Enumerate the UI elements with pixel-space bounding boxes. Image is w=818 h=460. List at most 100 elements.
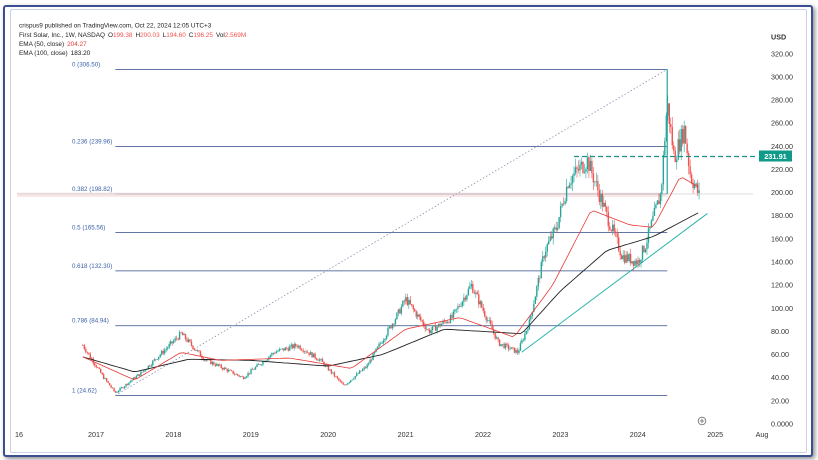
candle-body [272, 352, 275, 354]
candle-body [556, 227, 559, 230]
candle-body [489, 320, 492, 325]
ohlc-key-c: C [189, 32, 194, 39]
candle-body [225, 367, 227, 370]
candle-body [269, 355, 272, 357]
candle-body [679, 139, 681, 152]
candle-body [658, 200, 660, 205]
candle-body [527, 329, 529, 331]
candle-body [326, 364, 328, 366]
fibonacci-retracement[interactable]: 0 (306.50) 0.236 (239.96) 0.382 (198.82) 0.… [17, 61, 753, 396]
y-tick-label: 280.00 [771, 96, 793, 105]
candle-body [134, 377, 136, 379]
candle-body [244, 377, 246, 379]
candle-body [693, 184, 696, 189]
candle-body [638, 259, 641, 263]
candle-body [671, 126, 673, 146]
x-tick-label: 16 [15, 430, 23, 439]
candle-body [615, 231, 617, 234]
candle-body [399, 309, 401, 314]
candle-body [467, 288, 470, 296]
candle-body [204, 360, 206, 361]
candle-body [460, 306, 462, 307]
candle-body [612, 224, 614, 232]
trendlines[interactable] [115, 69, 708, 396]
candle-body [402, 300, 404, 307]
candle-body [132, 377, 135, 381]
candle-body [646, 242, 648, 250]
candle-body [430, 330, 432, 334]
add-icon[interactable] [697, 416, 707, 426]
candle-body [137, 374, 139, 377]
x-tick-label: 2019 [243, 430, 259, 439]
x-tick-label: Aug [756, 430, 769, 439]
ohlc-value-o: 199.38 [113, 32, 133, 39]
ema-100-line [82, 212, 699, 372]
candle-body [463, 297, 465, 302]
candle-body [448, 322, 450, 323]
candle-body [373, 351, 376, 354]
candle-body [425, 329, 428, 330]
candle-body [481, 301, 483, 308]
price-axis[interactable]: USD 320.00 300.00 280.00 260.00 240.00 220.00… [771, 33, 793, 429]
candle-body [222, 367, 224, 370]
candle-body [329, 369, 331, 371]
candle-body [567, 186, 569, 188]
candle-body [662, 154, 665, 185]
candle-body [484, 311, 486, 317]
candle-body [610, 229, 612, 232]
fib-level-label: 0.382 (198.82) [72, 186, 112, 193]
candle-body [635, 260, 638, 265]
y-tick-label: 100.00 [771, 304, 793, 313]
candle-body [504, 343, 507, 349]
candle-body [85, 349, 87, 353]
candle-body [393, 323, 395, 325]
candle-body [545, 251, 547, 258]
candle-body [623, 255, 626, 263]
candle-body [696, 183, 699, 193]
candle-body [83, 345, 86, 350]
candle-body [184, 334, 187, 340]
candle-body [533, 303, 535, 312]
candle-body [238, 375, 240, 377]
candle-body [257, 364, 260, 365]
candle-body [104, 378, 106, 379]
candle-body [107, 381, 109, 383]
candle-body [406, 297, 409, 305]
candle-body [309, 352, 312, 355]
y-tick-label: 320.00 [771, 49, 793, 58]
candle-body [303, 351, 306, 353]
time-axis[interactable]: 16 2017 2018 2019 2020 2021 2022 2023 2024 2025 Au… [15, 430, 768, 439]
candle-body [245, 376, 248, 378]
candle-body [439, 323, 441, 327]
candle-body [620, 255, 623, 260]
candle-body [95, 365, 97, 368]
candle-body [88, 352, 90, 354]
candle-body [494, 332, 496, 339]
candle-body [333, 372, 336, 377]
candle-body [166, 347, 169, 349]
candle-body [381, 343, 383, 344]
candle-body [147, 365, 150, 370]
candle-body [120, 387, 123, 389]
chart-inner-frame [10, 9, 807, 453]
candle-body [421, 320, 423, 322]
candle-body [690, 174, 693, 183]
resistance-price-label: 231.91 [764, 152, 787, 161]
candle-body [116, 392, 118, 393]
candle-body [347, 383, 349, 385]
candle-body [144, 370, 147, 371]
candle-body [414, 309, 416, 312]
candle-body [111, 387, 114, 389]
candle-body [417, 314, 419, 317]
candle-body [405, 297, 407, 302]
candle-body [292, 344, 294, 349]
candle-body [254, 366, 257, 370]
fib-level-label: 0.786 (84.94) [72, 318, 109, 325]
candle-body [579, 164, 581, 171]
candle-body [485, 316, 487, 321]
candle-body [681, 129, 684, 144]
candle-body [306, 352, 309, 353]
candle-body [503, 343, 505, 349]
candle-body [434, 325, 437, 331]
